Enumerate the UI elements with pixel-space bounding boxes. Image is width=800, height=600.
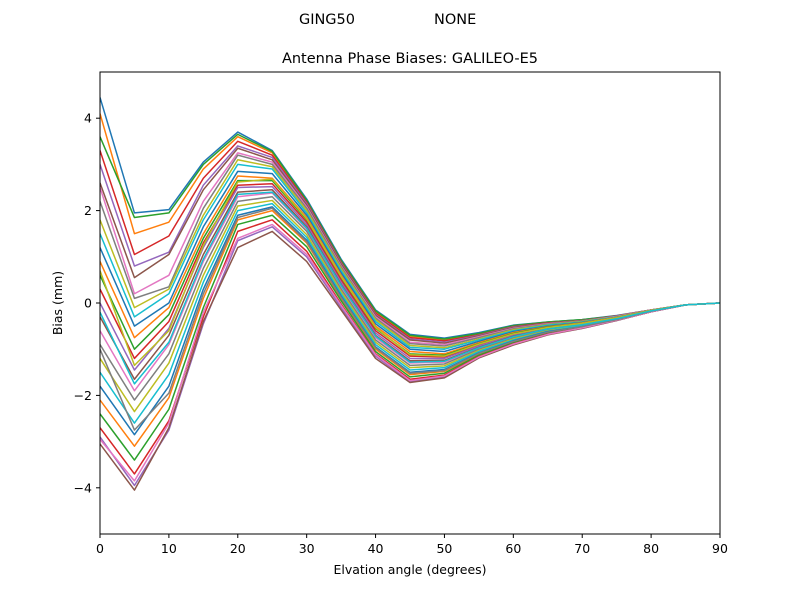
x-tick-label: 0 [96, 541, 104, 556]
y-tick-label: 2 [84, 203, 92, 218]
x-tick-label: 20 [230, 541, 246, 556]
y-tick-label: −2 [74, 388, 92, 403]
x-axis-label: Elvation angle (degrees) [333, 562, 486, 577]
series-line-28 [100, 207, 720, 431]
x-tick-label: 80 [643, 541, 659, 556]
x-tick-label: 10 [161, 541, 177, 556]
x-axis: 0 10 20 30 40 50 60 70 80 90 [96, 534, 728, 556]
x-tick-label: 40 [368, 541, 384, 556]
x-tick-label: 90 [712, 541, 728, 556]
y-tick-label: 0 [84, 296, 92, 311]
x-tick-label: 30 [299, 541, 315, 556]
x-tick-label: 70 [574, 541, 590, 556]
y-axis: −4 −2 0 2 4 [74, 111, 100, 495]
x-tick-label: 60 [505, 541, 521, 556]
y-axis-label: Bias (mm) [50, 271, 65, 335]
suptitle-station: GING50 [299, 12, 355, 28]
plot-area [100, 97, 720, 491]
x-tick-label: 50 [436, 541, 452, 556]
series-layer [100, 97, 720, 491]
y-tick-label: −4 [74, 480, 92, 495]
y-tick-label: 4 [84, 111, 92, 126]
chart-title: Antenna Phase Biases: GALILEO-E5 [282, 51, 538, 67]
suptitle-radome: NONE [434, 12, 476, 28]
series-line-30 [100, 191, 720, 385]
series-line-29 [100, 178, 720, 367]
